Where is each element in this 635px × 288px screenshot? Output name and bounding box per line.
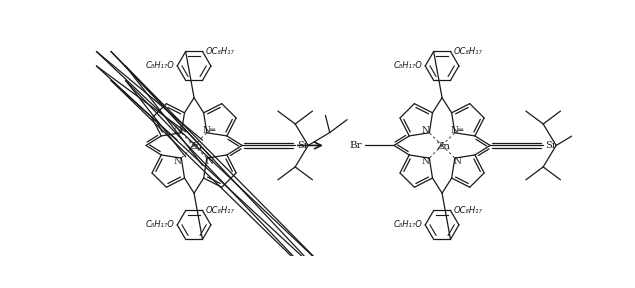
Text: N: N <box>173 157 182 166</box>
Text: N: N <box>422 157 429 166</box>
Text: C₈H₁₇O: C₈H₁₇O <box>145 220 174 230</box>
Text: OC₈H₁₇: OC₈H₁₇ <box>453 206 483 215</box>
Text: Zn: Zn <box>437 143 451 151</box>
Text: OC₈H₁₇: OC₈H₁₇ <box>206 206 234 215</box>
Text: N═: N═ <box>450 126 464 135</box>
Text: OC₈H₁₇: OC₈H₁₇ <box>453 47 483 56</box>
Text: OC₈H₁₇: OC₈H₁₇ <box>206 47 234 56</box>
Text: N═: N═ <box>203 126 216 135</box>
Text: N: N <box>205 157 213 166</box>
Text: N: N <box>173 126 182 135</box>
Text: C₈H₁₇O: C₈H₁₇O <box>393 61 422 71</box>
Text: Si: Si <box>545 141 555 150</box>
Text: Br: Br <box>349 141 362 150</box>
Text: C₈H₁₇O: C₈H₁₇O <box>393 220 422 230</box>
Text: Zn: Zn <box>189 143 203 151</box>
Text: N: N <box>422 126 429 135</box>
Text: Si: Si <box>297 141 307 150</box>
Text: N: N <box>453 157 461 166</box>
Text: C₈H₁₇O: C₈H₁₇O <box>145 61 174 71</box>
